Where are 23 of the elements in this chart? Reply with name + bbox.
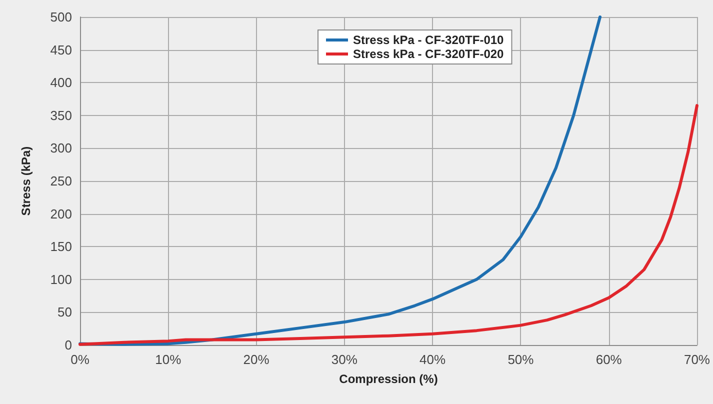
y-tick-label: 250	[50, 174, 72, 188]
legend-label: Stress kPa - CF-320TF-020	[353, 47, 504, 61]
x-tick-label: 20%	[243, 352, 270, 367]
y-tick-label: 400	[50, 75, 72, 90]
y-tick-label: 200	[50, 206, 72, 222]
y-tick-label: 300	[50, 140, 72, 156]
y-tick-label: 350	[50, 108, 72, 123]
y-axis-title: Stress (kPa)	[19, 146, 33, 216]
x-tick-label: 50%	[508, 352, 534, 367]
x-tick-label: 0%	[70, 352, 90, 367]
x-tick-label: 30%	[331, 352, 358, 367]
y-tick-label: 100	[50, 272, 72, 287]
y-tick-label: 50	[58, 304, 72, 320]
y-tick-label: 0	[64, 338, 72, 352]
x-tick-label: 60%	[596, 352, 622, 367]
x-tick-label: 40%	[420, 352, 446, 367]
y-tick-label: 150	[50, 239, 72, 254]
legend-label: Stress kPa - CF-320TF-010	[353, 33, 504, 47]
y-tick-label: 500	[50, 10, 72, 24]
x-tick-label: 10%	[155, 352, 182, 367]
x-axis-title: Compression (%)	[339, 372, 438, 386]
x-tick-label: 70%	[684, 352, 710, 367]
y-tick-label: 450	[50, 42, 72, 58]
